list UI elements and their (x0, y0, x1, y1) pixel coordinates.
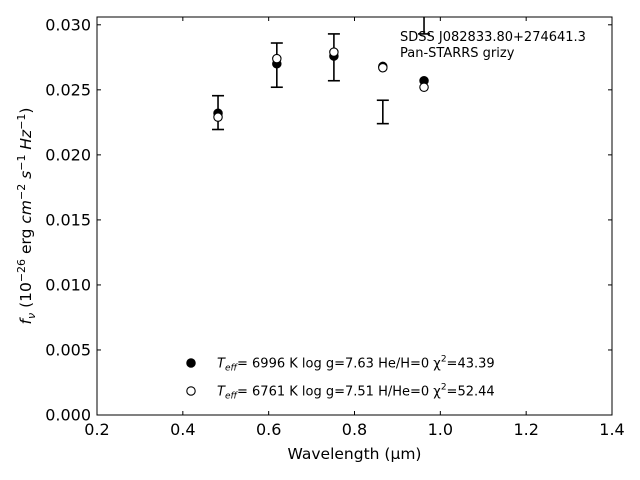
x-tick-label: 0.6 (256, 420, 281, 439)
model-point-open (378, 62, 388, 73)
legend-entry: Teff= 6761 K log g=7.51 H/He=0 χ2=52.44 (186, 383, 495, 402)
x-tick-label: 1.4 (599, 420, 624, 439)
legend-marker (186, 358, 196, 368)
x-tick-label: 0.4 (170, 420, 195, 439)
model-point-open (213, 112, 223, 122)
model-point-open (419, 82, 429, 92)
x-tick-label: 0.2 (84, 420, 109, 439)
legend-label: Teff= 6996 K log g=7.63 He/H=0 χ2=43.39 (217, 355, 495, 374)
annotation-line-1: SDSS J082833.80+274641.3 (400, 30, 586, 45)
error-bar (376, 99, 389, 125)
axes-frame (96, 16, 613, 416)
y-tick-label: 0.020 (45, 145, 91, 164)
legend: Teff= 6996 K log g=7.63 He/H=0 χ2=43.39 T… (186, 355, 495, 402)
axes: 0.2 0.4 0.6 0.8 1.0 1.2 1.4 0.000 0.005 0.010 0.01… (15, 15, 625, 463)
model-point-open (329, 47, 339, 57)
annotation: SDSS J082833.80+274641.3 Pan-STARRS griz… (400, 30, 586, 61)
y-tick-label: 0.015 (45, 210, 91, 229)
y-tick-label: 0.005 (45, 340, 91, 359)
x-tick-label: 1.2 (513, 420, 538, 439)
x-tick-label: 1.0 (428, 420, 453, 439)
x-axis-label: Wavelength (μm) (288, 445, 422, 463)
annotation-line-2: Pan-STARRS grizy (400, 46, 515, 61)
y-axis-label: fν (10−26 erg cm−2 s−1 Hz−1) (15, 108, 38, 325)
y-tick-label: 0.010 (45, 275, 91, 294)
plot-area (212, 17, 431, 131)
legend-marker (186, 386, 196, 396)
y-tick-label: 0.030 (45, 15, 91, 34)
legend-entry: Teff= 6996 K log g=7.63 He/H=0 χ2=43.39 (186, 355, 495, 374)
model-point-open (272, 53, 282, 64)
legend-label: Teff= 6761 K log g=7.51 H/He=0 χ2=52.44 (217, 383, 495, 402)
data-layer (212, 17, 431, 131)
x-tick-label: 0.8 (342, 420, 367, 439)
error-bar (418, 17, 431, 35)
y-tick-label: 0.025 (45, 80, 91, 99)
y-tick-label: 0.000 (45, 406, 91, 425)
